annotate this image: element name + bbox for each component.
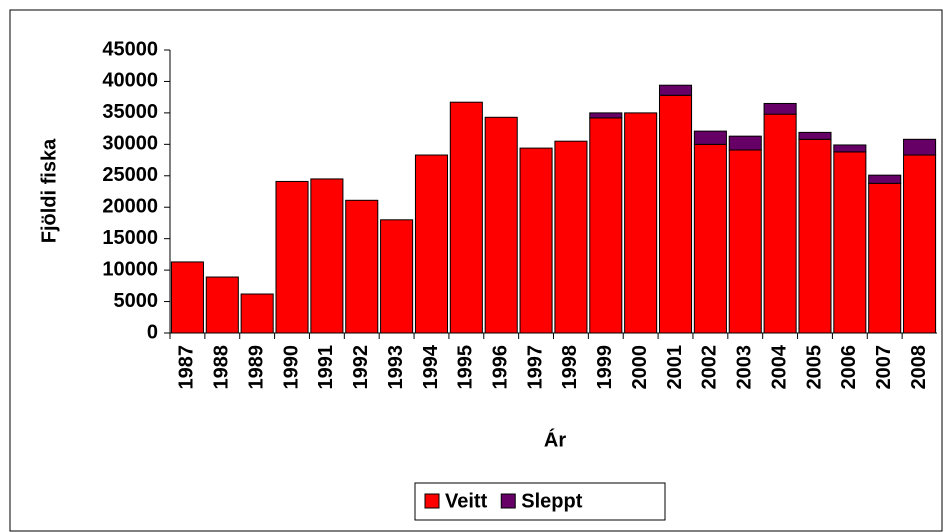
bar (763, 113, 797, 334)
bar (554, 140, 588, 334)
bar (519, 147, 553, 334)
legend-swatch (500, 493, 516, 509)
bar (833, 151, 867, 334)
x-tick-label: 2003 (734, 345, 756, 390)
y-tick-label: 15000 (102, 227, 158, 249)
bar (345, 199, 379, 334)
x-tick-label: 1994 (420, 344, 442, 389)
x-tick-label: 2005 (803, 345, 825, 390)
bar (763, 102, 797, 115)
x-tick-label: 1995 (455, 345, 477, 390)
y-tick-label: 10000 (102, 258, 158, 280)
bar (589, 117, 623, 334)
bar (798, 131, 832, 140)
x-tick-label: 2008 (908, 345, 930, 390)
bar (414, 154, 449, 334)
bar (380, 219, 414, 334)
legend-swatch (424, 493, 440, 509)
bar (240, 293, 274, 334)
x-tick-label: 1991 (315, 345, 337, 390)
y-tick-label: 5000 (114, 290, 159, 312)
bar (798, 138, 832, 334)
bar (310, 178, 344, 334)
y-tick-label: 20000 (102, 196, 158, 218)
y-tick-label: 30000 (102, 133, 158, 155)
bar (868, 182, 902, 334)
x-tick-label: 2004 (768, 344, 790, 389)
x-tick-label: 1990 (280, 345, 302, 390)
bar (693, 130, 727, 145)
legend-box (414, 482, 666, 521)
legend-label: Sleppt (521, 490, 582, 512)
y-axis-label: Fjöldi fiska (38, 138, 60, 243)
x-tick-label: 2006 (838, 345, 860, 390)
bar (728, 135, 762, 151)
x-tick-label: 2001 (664, 345, 686, 390)
bar (449, 101, 483, 334)
x-tick-label: 2007 (873, 345, 895, 390)
x-tick-label: 1999 (594, 345, 616, 390)
x-tick-label: 1993 (385, 345, 407, 390)
bar (484, 116, 518, 334)
x-tick-label: 1988 (211, 345, 233, 390)
bar (728, 149, 762, 334)
bar (833, 144, 867, 153)
y-tick-label: 45000 (102, 38, 158, 60)
bar (693, 143, 727, 334)
legend-label: Veitt (445, 490, 488, 512)
y-tick-label: 25000 (102, 164, 158, 186)
bar (205, 276, 239, 334)
x-tick-label: 1996 (489, 345, 511, 390)
bar (658, 94, 693, 334)
bar (275, 180, 309, 334)
x-axis-label: Ár (544, 428, 566, 451)
bar (170, 261, 204, 334)
bar (903, 154, 937, 334)
bar (658, 84, 693, 96)
y-tick-label: 0 (147, 321, 158, 343)
y-tick-label: 40000 (102, 70, 158, 92)
bar (589, 112, 623, 119)
x-tick-label: 2002 (699, 345, 721, 390)
bar (624, 112, 658, 334)
bar (868, 174, 902, 184)
x-tick-label: 1998 (559, 345, 581, 390)
y-tick-label: 35000 (102, 101, 158, 123)
x-tick-label: 1987 (176, 345, 198, 390)
x-tick-label: 1989 (245, 345, 267, 390)
x-tick-label: 1997 (524, 345, 546, 390)
x-tick-label: 1992 (350, 345, 372, 390)
x-tick-label: 2000 (629, 345, 651, 390)
bar (903, 138, 937, 156)
